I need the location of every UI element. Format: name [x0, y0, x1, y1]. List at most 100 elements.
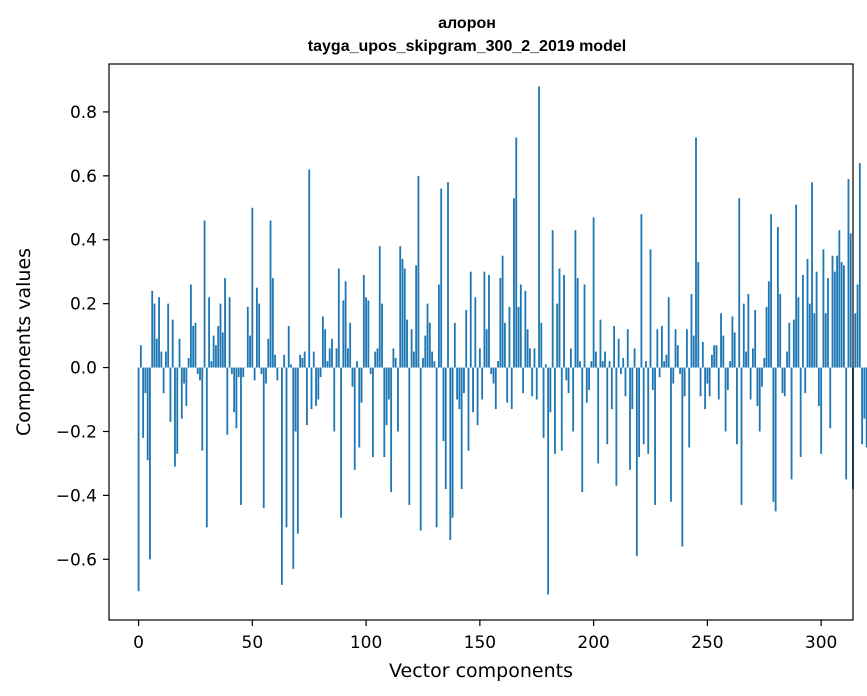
bar-200 — [592, 217, 595, 368]
bar-31 — [208, 297, 211, 368]
bar-226 — [651, 367, 654, 390]
bar-286 — [788, 322, 791, 368]
bar-269 — [749, 367, 752, 400]
bar-246 — [697, 262, 700, 368]
bar-301 — [822, 249, 825, 368]
bar-241 — [686, 329, 688, 368]
y-tick-label: −0.4 — [56, 486, 97, 506]
bar-313 — [849, 233, 852, 368]
bar-238 — [679, 367, 681, 374]
bar-10 — [160, 351, 163, 368]
bar-34 — [215, 345, 217, 368]
bar-121 — [412, 351, 415, 368]
bar-57 — [267, 338, 270, 368]
x-tick-label: 250 — [691, 633, 723, 653]
bar-207 — [608, 361, 611, 368]
bar-223 — [645, 361, 647, 368]
bar-201 — [594, 351, 597, 368]
bar-221 — [640, 214, 643, 368]
bar-164 — [510, 367, 513, 410]
bar-93 — [349, 322, 352, 368]
bar-213 — [622, 357, 625, 368]
bar-228 — [656, 329, 659, 368]
bar-205 — [604, 351, 606, 368]
bar-187 — [563, 274, 565, 368]
bar-71 — [299, 354, 302, 368]
bar-128 — [428, 322, 431, 368]
bar-283 — [781, 367, 784, 394]
bar-92 — [346, 348, 349, 368]
bar-130 — [433, 361, 436, 368]
bar-68 — [292, 367, 295, 569]
bar-299 — [817, 367, 820, 406]
bar-206 — [606, 367, 609, 445]
bar-266 — [742, 303, 745, 368]
bar-275 — [763, 357, 766, 368]
bar-219 — [635, 367, 638, 557]
bar-137 — [449, 367, 452, 541]
bar-292 — [802, 274, 804, 368]
bar-202 — [597, 367, 600, 464]
bar-291 — [799, 367, 802, 458]
bar-134 — [442, 367, 445, 442]
bar-44 — [237, 367, 240, 378]
bar-98 — [360, 367, 363, 403]
bar-312 — [847, 179, 850, 368]
bar-111 — [390, 367, 393, 493]
bar-46 — [242, 367, 245, 378]
bar-260 — [729, 361, 732, 368]
bar-240 — [683, 367, 686, 397]
bar-114 — [397, 367, 399, 432]
bar-230 — [660, 326, 663, 368]
bar-15 — [171, 319, 174, 368]
bar-177 — [540, 322, 543, 368]
bar-169 — [522, 367, 524, 394]
bar-180 — [547, 367, 550, 595]
bar-64 — [283, 354, 286, 368]
bar-307 — [836, 255, 838, 368]
bar-196 — [583, 284, 586, 368]
bar-188 — [565, 367, 568, 381]
bar-267 — [745, 351, 747, 368]
bar-88 — [337, 268, 340, 368]
bar-182 — [551, 230, 554, 368]
bar-133 — [440, 188, 443, 368]
bar-247 — [699, 367, 702, 397]
bar-151 — [481, 367, 484, 400]
bar-106 — [378, 246, 381, 368]
bar-83 — [326, 361, 329, 368]
bar-274 — [761, 367, 763, 387]
bar-89 — [340, 367, 342, 518]
bar-54 — [260, 367, 263, 374]
bar-35 — [217, 326, 220, 368]
y-tick-label: −0.2 — [56, 422, 97, 442]
bar-249 — [704, 367, 707, 410]
bar-30 — [205, 367, 208, 528]
bar-123 — [417, 175, 420, 368]
bar-193 — [576, 278, 579, 368]
bar-264 — [738, 198, 741, 368]
bar-74 — [306, 367, 308, 426]
bar-45 — [240, 367, 242, 505]
bar-304 — [829, 367, 832, 429]
x-axis-label: Vector components — [389, 660, 573, 682]
bar-184 — [556, 303, 559, 368]
bar-309 — [840, 262, 843, 368]
bar-259 — [726, 367, 729, 390]
bar-178 — [542, 367, 545, 438]
bar-17 — [176, 367, 179, 454]
bar-99 — [362, 274, 365, 368]
bar-16 — [174, 367, 176, 467]
bar-150 — [478, 348, 481, 368]
bar-302 — [824, 313, 827, 368]
bar-36 — [219, 303, 222, 368]
bar-318 — [861, 367, 864, 445]
bar-220 — [638, 367, 641, 458]
bar-289 — [795, 204, 798, 368]
bar-174 — [533, 348, 536, 368]
bar-231 — [663, 361, 666, 368]
bar-300 — [820, 367, 823, 454]
bar-43 — [235, 367, 238, 429]
bar-138 — [451, 367, 454, 518]
bar-56 — [265, 367, 267, 384]
